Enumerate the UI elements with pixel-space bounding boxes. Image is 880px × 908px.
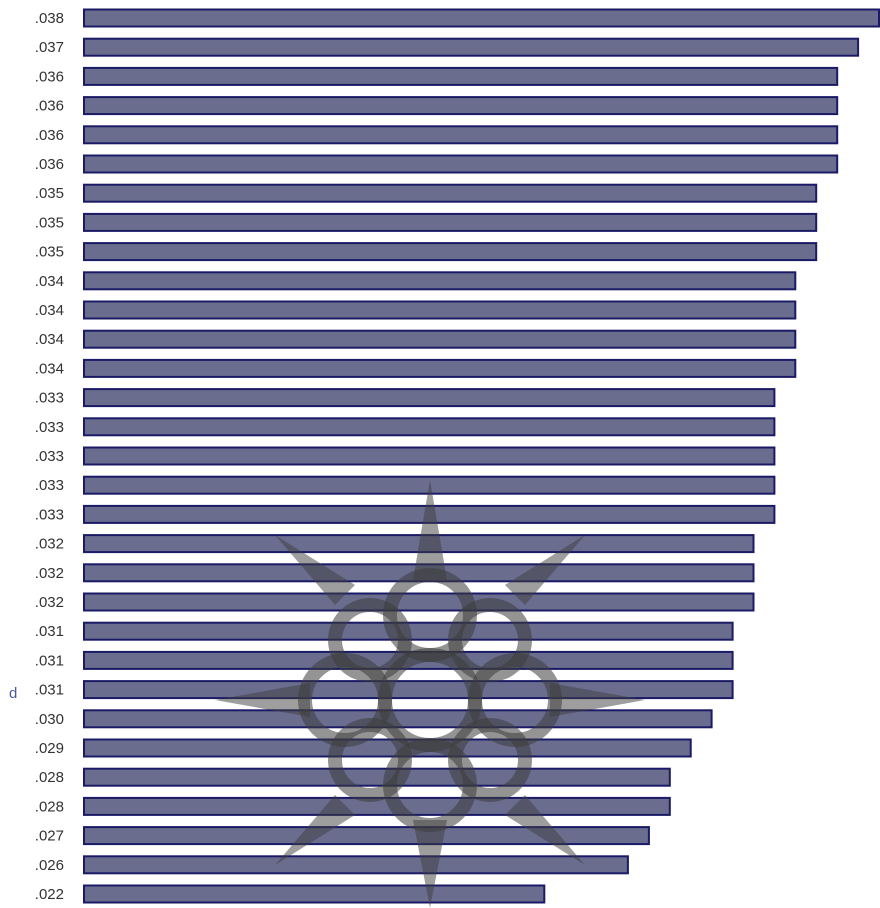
y-tick-label: .032 [35,536,64,553]
bar [83,738,692,758]
bar [83,446,776,466]
y-tick-label: .032 [35,565,64,582]
y-tick-label: .028 [35,798,64,815]
bar [83,329,797,349]
bar [83,66,839,86]
bar [83,417,776,437]
bar [83,680,734,700]
bar [83,358,797,378]
y-tick-label: .033 [35,506,64,523]
bar [83,183,818,203]
y-tick-label: .026 [35,857,64,874]
y-tick-label: .030 [35,711,64,728]
y-tick-label: .034 [35,360,64,377]
bar [83,534,755,554]
bar [83,884,546,904]
bar [83,8,880,28]
truncated-label-fragment: d [9,685,17,702]
bar [83,300,797,320]
bar [83,154,839,174]
y-tick-label: .031 [35,652,64,669]
y-tick-label: .034 [35,302,64,319]
y-tick-label: .036 [35,68,64,85]
y-tick-label: .031 [35,623,64,640]
tick-labels-group: .038 .037 .036 .036 .036 .036 .035 .035 .035 .034… [35,10,64,903]
y-tick-label: .035 [35,214,64,231]
bar [83,796,671,816]
bar [83,504,776,524]
bar [83,271,797,291]
y-tick-label: .028 [35,769,64,786]
y-tick-label: .022 [35,886,64,903]
y-tick-label: .033 [35,419,64,436]
y-tick-label: .034 [35,331,64,348]
y-tick-label: .036 [35,156,64,173]
bar [83,592,755,612]
y-tick-label: .033 [35,448,64,465]
y-tick-label: .038 [35,10,64,27]
bar [83,388,776,408]
bars-group [83,8,880,904]
bar [83,475,776,495]
bar [83,96,839,116]
bar [83,855,629,875]
y-tick-label: .037 [35,39,64,56]
bar [83,621,734,641]
bar [83,650,734,670]
y-tick-label: .036 [35,127,64,144]
bar [83,212,818,232]
bar [83,563,755,583]
bar [83,767,671,787]
bar [83,709,713,729]
y-tick-label: .031 [35,682,64,699]
y-tick-label: .035 [35,185,64,202]
y-tick-label: .036 [35,98,64,115]
y-tick-label: .029 [35,740,64,757]
y-tick-label: .033 [35,477,64,494]
bar [83,826,650,846]
y-tick-label: .035 [35,244,64,261]
y-tick-label: .032 [35,594,64,611]
y-tick-label: .027 [35,828,64,845]
y-tick-label: .034 [35,273,64,290]
bar [83,125,839,145]
y-tick-label: .033 [35,390,64,407]
bar [83,37,860,57]
bar [83,242,818,262]
